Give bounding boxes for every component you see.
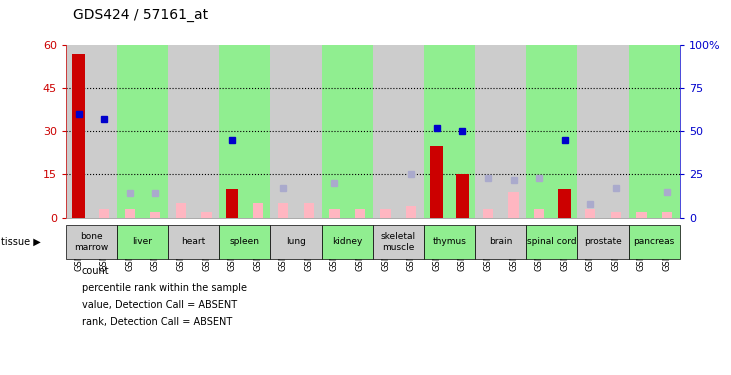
- Text: tissue ▶: tissue ▶: [1, 237, 41, 247]
- Bar: [99, 209, 110, 218]
- Bar: [373, 45, 398, 218]
- Bar: [168, 225, 219, 259]
- Text: percentile rank within the sample: percentile rank within the sample: [82, 283, 247, 293]
- Bar: [629, 45, 654, 218]
- Bar: [226, 189, 238, 218]
- Bar: [534, 209, 544, 218]
- Bar: [296, 45, 322, 218]
- Text: spleen: spleen: [230, 237, 260, 246]
- Bar: [194, 45, 219, 218]
- Bar: [526, 225, 577, 259]
- Text: GDS424 / 57161_at: GDS424 / 57161_at: [73, 9, 208, 22]
- Bar: [526, 45, 552, 218]
- Bar: [380, 209, 391, 218]
- Text: kidney: kidney: [332, 237, 363, 246]
- Text: bone
marrow: bone marrow: [75, 232, 108, 252]
- Bar: [577, 45, 603, 218]
- Bar: [509, 192, 519, 217]
- Bar: [278, 203, 288, 217]
- Text: brain: brain: [489, 237, 512, 246]
- Bar: [629, 225, 680, 259]
- Bar: [66, 45, 91, 218]
- Bar: [219, 45, 245, 218]
- Bar: [304, 203, 314, 217]
- Bar: [406, 206, 417, 218]
- Bar: [91, 45, 117, 218]
- Bar: [227, 203, 237, 217]
- Bar: [475, 225, 526, 259]
- Bar: [355, 209, 366, 218]
- Bar: [552, 45, 577, 218]
- Bar: [175, 203, 186, 217]
- Bar: [72, 54, 85, 217]
- Bar: [611, 212, 621, 217]
- Bar: [373, 225, 424, 259]
- Text: spinal cord: spinal cord: [527, 237, 577, 246]
- Bar: [501, 45, 526, 218]
- Bar: [168, 45, 194, 218]
- Bar: [270, 225, 322, 259]
- Bar: [586, 209, 595, 218]
- Bar: [662, 212, 673, 217]
- Bar: [245, 45, 270, 218]
- Bar: [347, 45, 373, 218]
- Bar: [560, 209, 570, 218]
- Bar: [124, 209, 135, 218]
- Text: thymus: thymus: [433, 237, 466, 246]
- Text: pancreas: pancreas: [634, 237, 675, 246]
- Bar: [330, 209, 340, 218]
- Bar: [424, 45, 450, 218]
- Bar: [270, 45, 296, 218]
- Text: liver: liver: [132, 237, 153, 246]
- Text: prostate: prostate: [584, 237, 622, 246]
- Bar: [558, 189, 571, 218]
- Bar: [636, 212, 646, 217]
- Bar: [66, 225, 117, 259]
- Bar: [322, 45, 347, 218]
- Text: lung: lung: [286, 237, 306, 246]
- Bar: [450, 45, 475, 218]
- Text: heart: heart: [181, 237, 206, 246]
- Bar: [475, 45, 501, 218]
- Bar: [322, 225, 373, 259]
- Bar: [654, 45, 680, 218]
- Text: skeletal
muscle: skeletal muscle: [381, 232, 416, 252]
- Bar: [483, 209, 493, 218]
- Bar: [603, 45, 629, 218]
- Bar: [398, 45, 424, 218]
- Bar: [201, 212, 212, 217]
- Bar: [424, 225, 475, 259]
- Bar: [431, 146, 443, 218]
- Bar: [577, 225, 629, 259]
- Bar: [117, 45, 143, 218]
- Bar: [143, 45, 168, 218]
- Bar: [151, 212, 161, 217]
- Text: count: count: [82, 266, 110, 276]
- Text: rank, Detection Call = ABSENT: rank, Detection Call = ABSENT: [82, 317, 232, 327]
- Bar: [253, 203, 262, 217]
- Text: value, Detection Call = ABSENT: value, Detection Call = ABSENT: [82, 300, 237, 310]
- Bar: [456, 174, 469, 217]
- Bar: [117, 225, 168, 259]
- Bar: [219, 225, 270, 259]
